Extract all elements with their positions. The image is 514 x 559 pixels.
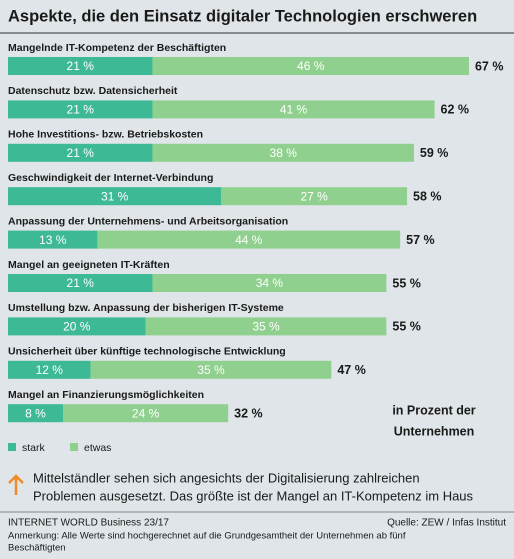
bar-value-label: 34 % [256, 276, 284, 290]
bar-segment [221, 187, 408, 206]
category-label: Hohe Investitions- bzw. Betriebskosten [8, 129, 203, 141]
category-label: Datenschutz bzw. Datensicherheit [8, 85, 178, 97]
total-label: 32 % [234, 406, 263, 420]
bar-value-label: 41 % [280, 103, 308, 117]
unit-note: Unternehmen [394, 424, 475, 438]
publication: INTERNET WORLD Business 23/17 [8, 518, 169, 529]
legend-label: etwas [84, 442, 111, 454]
bar-value-label: 21 % [67, 146, 95, 160]
bar-value-label: 20 % [63, 320, 91, 334]
total-label: 59 % [420, 146, 449, 160]
bar-value-label: 21 % [67, 276, 95, 290]
legend-label: stark [22, 442, 46, 454]
category-label: Mangel an Finanzierungsmöglichkeiten [8, 389, 204, 401]
bar-segment [152, 100, 435, 119]
chart-title: Aspekte, die den Einsatz digitaler Techn… [8, 7, 477, 25]
bar-value-label: 8 % [25, 406, 46, 420]
arrow-icon [8, 474, 24, 495]
category-label: Anpassung der Unternehmens- und Arbeitso… [8, 215, 288, 227]
total-label: 55 % [392, 320, 421, 334]
total-label: 55 % [392, 276, 421, 290]
bar-segment [152, 57, 469, 75]
bar-value-label: 21 % [67, 59, 95, 73]
legend-swatch [8, 443, 16, 451]
bar-segment [8, 100, 153, 119]
unit-note: in Prozent der [392, 403, 475, 417]
category-label: Umstellung bzw. Anpassung der bisherigen… [8, 302, 284, 314]
bar-segment [97, 230, 401, 249]
bar-value-label: 12 % [36, 363, 64, 377]
note: Mittelständler sehen sich angesichts der… [33, 470, 420, 485]
footnote: Beschäftigten [8, 543, 66, 554]
category-label: Unsicherheit über künftige technologisch… [8, 346, 286, 358]
bar-value-label: 21 % [67, 103, 95, 117]
bar-value-label: 38 % [270, 146, 298, 160]
bar-segment [63, 404, 229, 423]
bar-segment [8, 230, 98, 249]
bar-segment [8, 317, 146, 336]
bar-value-label: 27 % [300, 189, 328, 203]
source: Quelle: ZEW / Infas Institut [387, 518, 506, 529]
category-label: Mangelnde IT-Kompetenz der Beschäftigten [8, 42, 226, 54]
bar-value-label: 35 % [197, 363, 225, 377]
total-label: 67 % [475, 59, 504, 73]
category-label: Geschwindigkeit der Internet-Verbindung [8, 172, 213, 184]
bar-segment [8, 360, 91, 379]
note: Problemen ausgesetzt. Das größte ist der… [33, 488, 474, 503]
bar-segment [90, 360, 332, 379]
bar-segment [8, 404, 64, 423]
bar-value-label: 24 % [132, 406, 160, 420]
total-label: 62 % [441, 103, 470, 117]
bar-value-label: 31 % [101, 189, 129, 203]
bar-value-label: 13 % [39, 233, 67, 247]
legend-swatch [70, 443, 78, 451]
total-label: 58 % [413, 189, 442, 203]
total-label: 47 % [337, 363, 366, 377]
bar-segment [145, 317, 387, 336]
bar-segment [8, 187, 222, 206]
bar-segment [8, 274, 153, 292]
bar-segment [152, 274, 387, 292]
bar-segment [8, 57, 153, 75]
bar-segment [8, 143, 153, 162]
bar-value-label: 44 % [235, 233, 263, 247]
total-label: 57 % [406, 233, 435, 247]
category-label: Mangel an geeigneten IT-Kräften [8, 259, 170, 271]
bar-value-label: 35 % [252, 320, 280, 334]
bar-value-label: 46 % [297, 59, 325, 73]
bar-segment [152, 143, 414, 162]
footnote: Anmerkung: Alle Werte sind hochgerechnet… [8, 531, 406, 542]
